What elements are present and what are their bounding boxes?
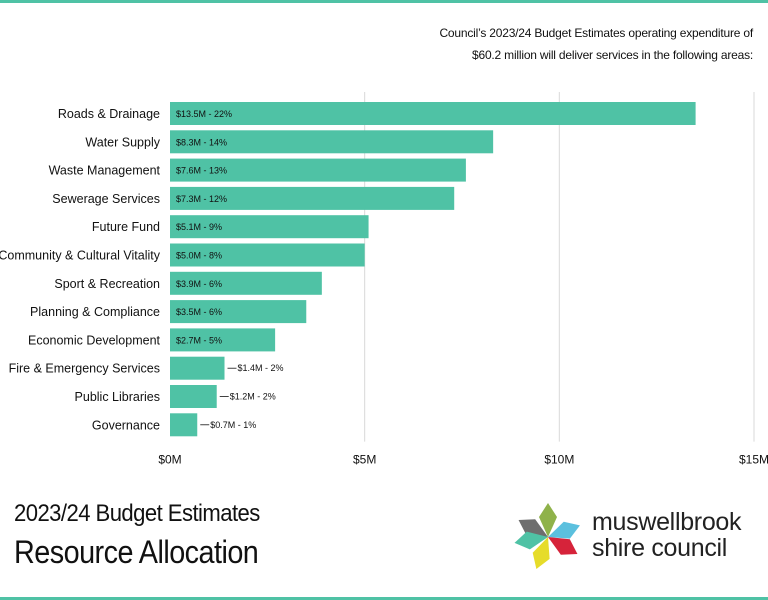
council-logo-text: muswellbrook shire council (592, 508, 742, 562)
category-label: Water Supply (85, 135, 160, 149)
category-label: Sewerage Services (52, 192, 160, 206)
logo-name-line-2: shire council (592, 534, 728, 562)
x-tick-label: $0M (158, 453, 181, 467)
logo-petal-red (548, 537, 578, 555)
category-label: Fire & Emergency Services (9, 362, 160, 376)
bar (170, 243, 365, 267)
category-label: Community & Cultural Vitality (0, 249, 161, 263)
data-label: $5.1M - 9% (176, 222, 222, 232)
data-label: $3.9M - 6% (176, 279, 222, 289)
bar (170, 356, 225, 380)
data-label: $8.3M - 14% (176, 137, 227, 147)
intro-text: Council’s 2023/24 Budget Estimates opera… (393, 22, 753, 66)
logo-petal-blue (548, 521, 580, 539)
intro-line-1: Council’s 2023/24 Budget Estimates opera… (439, 26, 753, 40)
footer-title: 2023/24 Budget Estimates Resource Alloca… (14, 500, 285, 571)
category-label: Roads & Drainage (58, 107, 160, 121)
footer-title-line-1: 2023/24 Budget Estimates (14, 500, 260, 527)
logo-petal-green (539, 503, 557, 537)
bar (170, 413, 198, 437)
bar (170, 271, 322, 295)
bar (170, 158, 466, 182)
data-label: $13.5M - 22% (176, 109, 232, 119)
council-logo-mark-icon (514, 503, 580, 569)
x-tick-label: $10M (544, 453, 574, 467)
category-label: Public Libraries (75, 390, 160, 404)
data-label: $7.6M - 13% (176, 166, 227, 176)
expenditure-bar-chart: $0M $5M $10M $15M Roads & Drainage $13.5M - 2… (0, 92, 768, 467)
x-tick-label: $5M (353, 453, 376, 467)
bar (170, 385, 217, 408)
data-label: $3.5M - 6% (176, 307, 222, 317)
logo-petal-yellow (532, 537, 550, 569)
category-label: Waste Management (49, 164, 161, 178)
data-label: $0.7M - 1% (210, 420, 256, 430)
data-label: $1.4M - 2% (238, 363, 284, 373)
logo-name-line-1: muswellbrook (592, 508, 742, 536)
council-logo: muswellbrook shire council (508, 497, 758, 577)
bar (170, 102, 696, 125)
data-label: $7.3M - 12% (176, 194, 227, 204)
bar (170, 328, 276, 352)
bar (170, 300, 307, 324)
data-label: $1.2M - 2% (230, 392, 276, 402)
bar (170, 215, 369, 239)
category-label: Sport & Recreation (54, 277, 160, 291)
category-label: Planning & Compliance (30, 305, 160, 319)
bar (170, 186, 455, 210)
category-label: Governance (92, 418, 160, 432)
logo-petal-teal (514, 531, 548, 550)
x-tick-label: $15M (739, 453, 768, 467)
bar (170, 130, 494, 154)
intro-line-2: $60.2 million will deliver services in t… (472, 48, 753, 62)
bottom-accent-rule (0, 597, 768, 600)
footer-title-line-2: Resource Allocation (14, 534, 259, 570)
category-label: Economic Development (28, 333, 161, 347)
category-label: Future Fund (92, 220, 160, 234)
data-label: $2.7M - 5% (176, 335, 222, 345)
top-accent-rule (0, 0, 768, 3)
data-label: $5.0M - 8% (176, 251, 222, 261)
